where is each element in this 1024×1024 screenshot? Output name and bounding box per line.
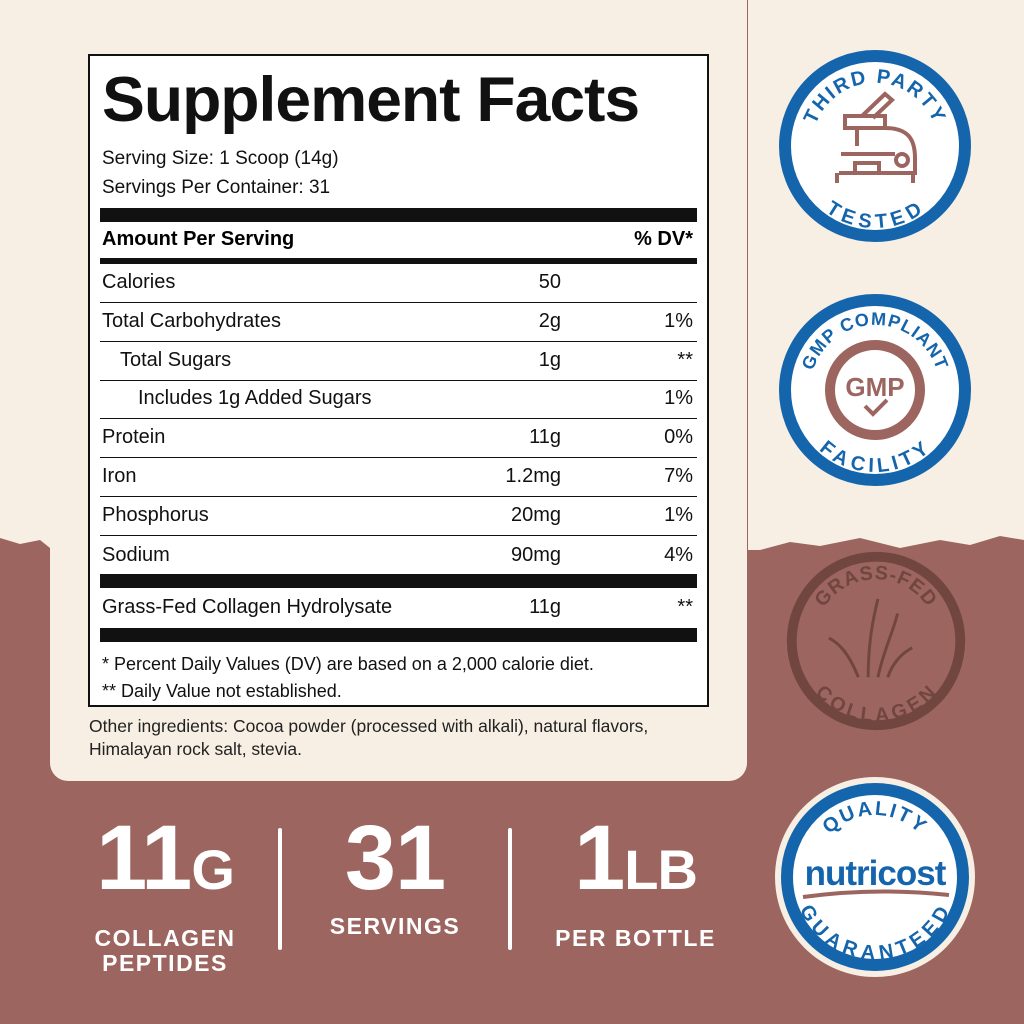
stat-label: PEPTIDES xyxy=(102,950,228,976)
nutrient-dv: 1% xyxy=(664,387,693,410)
nutrient-dv: 7% xyxy=(664,465,693,487)
servings-per-container: Servings Per Container: 31 xyxy=(102,177,331,198)
stat-bottle-size: 1LB PER BOTTLE xyxy=(548,812,723,951)
nutrient-amount: 1g xyxy=(538,348,561,371)
table-row: Iron 1.2mg 7% xyxy=(100,458,697,497)
badge-text: COLLAGEN xyxy=(811,681,940,727)
nutrient-amount: 11g xyxy=(529,426,561,449)
stat-label: PER BOTTLE xyxy=(555,925,716,951)
table-row: Sodium 90mg 4% xyxy=(100,536,697,575)
nutrient-name: Grass-Fed Collagen Hydrolysate xyxy=(102,596,393,618)
nutrient-amount: 90mg xyxy=(510,543,561,566)
grass-icon xyxy=(828,598,913,678)
divider xyxy=(100,628,697,642)
check-icon xyxy=(863,398,889,417)
nutrient-name: Protein xyxy=(102,426,166,449)
stat-divider xyxy=(278,828,282,950)
table-row: Protein 11g 0% xyxy=(100,419,697,459)
stat-unit: G xyxy=(191,838,235,901)
swoosh xyxy=(802,889,950,899)
nutrient-dv: 0% xyxy=(664,426,693,449)
nutrient-amount: 1.2mg xyxy=(505,465,561,487)
nutrient-amount: 20mg xyxy=(510,503,561,526)
nutrient-name: Iron xyxy=(102,465,137,487)
nutrient-dv: ** xyxy=(677,348,693,371)
gmp-text: GMP xyxy=(845,372,904,402)
dv-header: % DV* xyxy=(634,228,693,250)
gmp-compliant-badge: GMP COMPLIANT FACILITY GMP xyxy=(779,294,971,486)
table-row: Total Carbohydrates 2g 1% xyxy=(100,303,697,342)
nutrient-dv: 1% xyxy=(664,309,693,332)
third-party-tested-badge: THIRD PARTY TESTED xyxy=(779,50,971,242)
nutrient-dv: 1% xyxy=(664,503,693,526)
supplement-facts-label: Supplement Facts Serving Size: 1 Scoop (… xyxy=(88,54,709,707)
other-ingredients-line1: Other ingredients: Cocoa powder (process… xyxy=(89,716,649,736)
nutrient-amount: 11g xyxy=(529,596,561,618)
stat-label: SERVINGS xyxy=(329,913,461,939)
grass-fed-collagen-badge: GRASS-FED COLLAGEN xyxy=(786,551,966,731)
serving-size: Serving Size: 1 Scoop (14g) xyxy=(102,148,339,169)
table-row: Includes 1g Added Sugars 1% xyxy=(100,380,697,420)
nutrient-amount: 2g xyxy=(538,309,561,332)
table-header: Amount Per Serving % DV* xyxy=(102,228,693,251)
table-row: Total Sugars 1g ** xyxy=(100,342,697,381)
amount-per-serving: Amount Per Serving xyxy=(102,228,295,250)
svg-text:COLLAGEN: COLLAGEN xyxy=(811,681,941,727)
footnote-not-established: ** Daily Value not established. xyxy=(102,681,342,701)
nutrient-name: Phosphorus xyxy=(102,503,209,526)
nutrient-dv: ** xyxy=(677,596,693,618)
table-row: Phosphorus 20mg 1% xyxy=(100,497,697,536)
divider xyxy=(100,208,697,222)
stat-servings: 31 SERVINGS xyxy=(320,812,470,939)
stat-label: COLLAGEN xyxy=(94,925,236,951)
table-row-collagen: Grass-Fed Collagen Hydrolysate 11g ** xyxy=(100,588,697,627)
divider xyxy=(100,258,697,264)
footnote-dv: * Percent Daily Values (DV) are based on… xyxy=(102,654,594,674)
stat-divider xyxy=(508,828,512,950)
nutrient-dv: 4% xyxy=(664,543,693,566)
stat-unit: LB xyxy=(624,838,698,901)
divider xyxy=(100,574,697,588)
quality-guaranteed-badge: QUALITY GUARANTEED nutricost xyxy=(775,777,975,977)
nutrient-name: Calories xyxy=(102,271,176,293)
stat-value: 11 xyxy=(96,807,192,909)
table-row: Calories 50 xyxy=(100,264,697,303)
nutrient-name: Total Carbohydrates xyxy=(102,309,281,332)
label-title: Supplement Facts xyxy=(102,65,640,135)
nutrient-name: Sodium xyxy=(102,543,170,566)
stat-value: 1 xyxy=(574,807,625,909)
stat-value: 31 xyxy=(344,807,446,909)
nutrient-amount: 50 xyxy=(538,271,561,293)
nutricost-logo: nutricost xyxy=(805,854,947,893)
microscope-icon xyxy=(835,91,917,183)
stat-collagen: 11G COLLAGEN PEPTIDES xyxy=(80,812,250,976)
nutrient-name: Includes 1g Added Sugars xyxy=(138,387,372,410)
other-ingredients-line2: Himalayan rock salt, stevia. xyxy=(89,739,302,759)
nutrient-name: Total Sugars xyxy=(120,348,232,371)
